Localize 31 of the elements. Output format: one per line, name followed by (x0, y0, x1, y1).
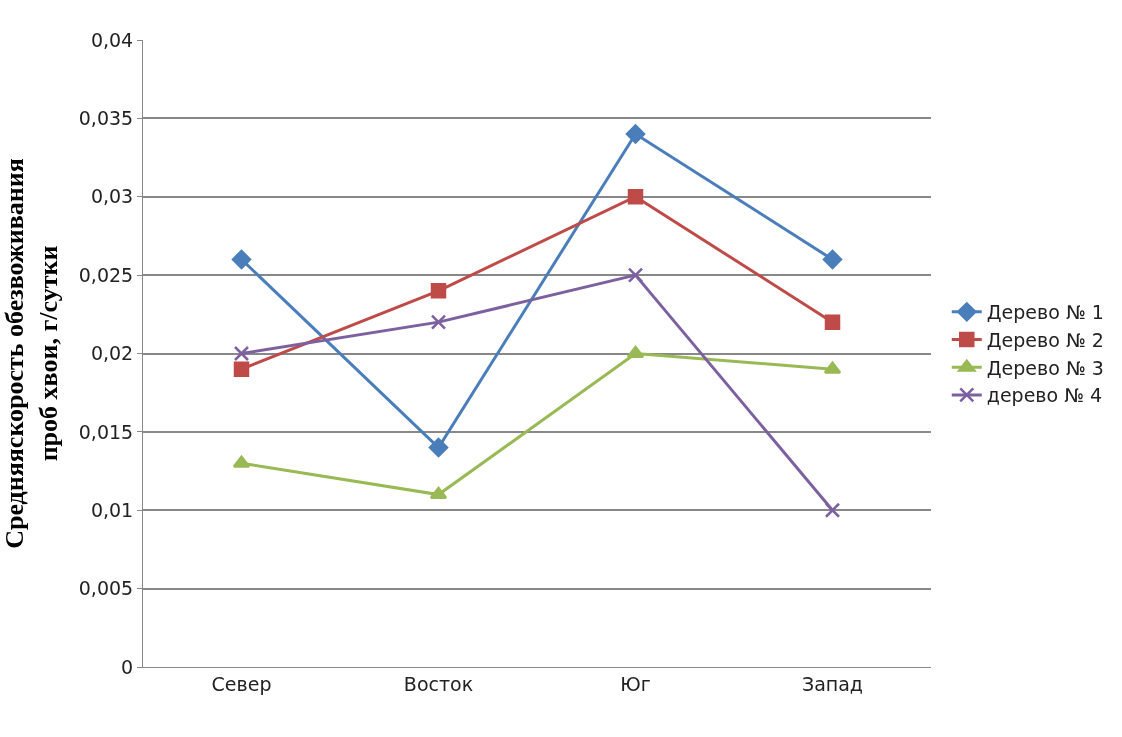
legend-label: Дерево № 1 (986, 301, 1104, 324)
point (822, 249, 843, 270)
x-tick-label: Восток (403, 672, 474, 695)
y-tick-label: 0,005 (78, 577, 134, 600)
point (429, 486, 448, 500)
x-tick-label: Север (211, 672, 272, 695)
y-tick-label: 0,02 (90, 342, 134, 365)
point (233, 345, 250, 362)
y-tick-label: 0,04 (90, 28, 134, 51)
point (231, 249, 252, 270)
point (627, 267, 644, 283)
point (430, 283, 447, 299)
point (233, 361, 250, 377)
y-tick-label: 0,035 (78, 107, 134, 130)
y-axis-title: Средняяскорость обезвоживания проб хвои, г/сутки (0, 158, 63, 549)
x-tick-label: Юг (620, 672, 651, 695)
y-tick-label: 0,01 (90, 498, 134, 521)
y-tick-label: 0 (121, 655, 134, 678)
legend-label: Дерево № 2 (986, 328, 1104, 351)
y-tick-label: 0,015 (78, 420, 134, 443)
point (627, 189, 644, 205)
y-tick-label: 0,025 (78, 263, 134, 286)
legend-label: Дерево № 3 (986, 356, 1104, 379)
point (625, 124, 646, 144)
point (430, 314, 447, 330)
point (428, 437, 449, 458)
point (824, 314, 841, 330)
legend-label: дерево № 4 (986, 384, 1103, 407)
x-tick-label: Запад (801, 672, 864, 695)
point (824, 502, 841, 518)
y-tick-label: 0,03 (90, 185, 134, 208)
